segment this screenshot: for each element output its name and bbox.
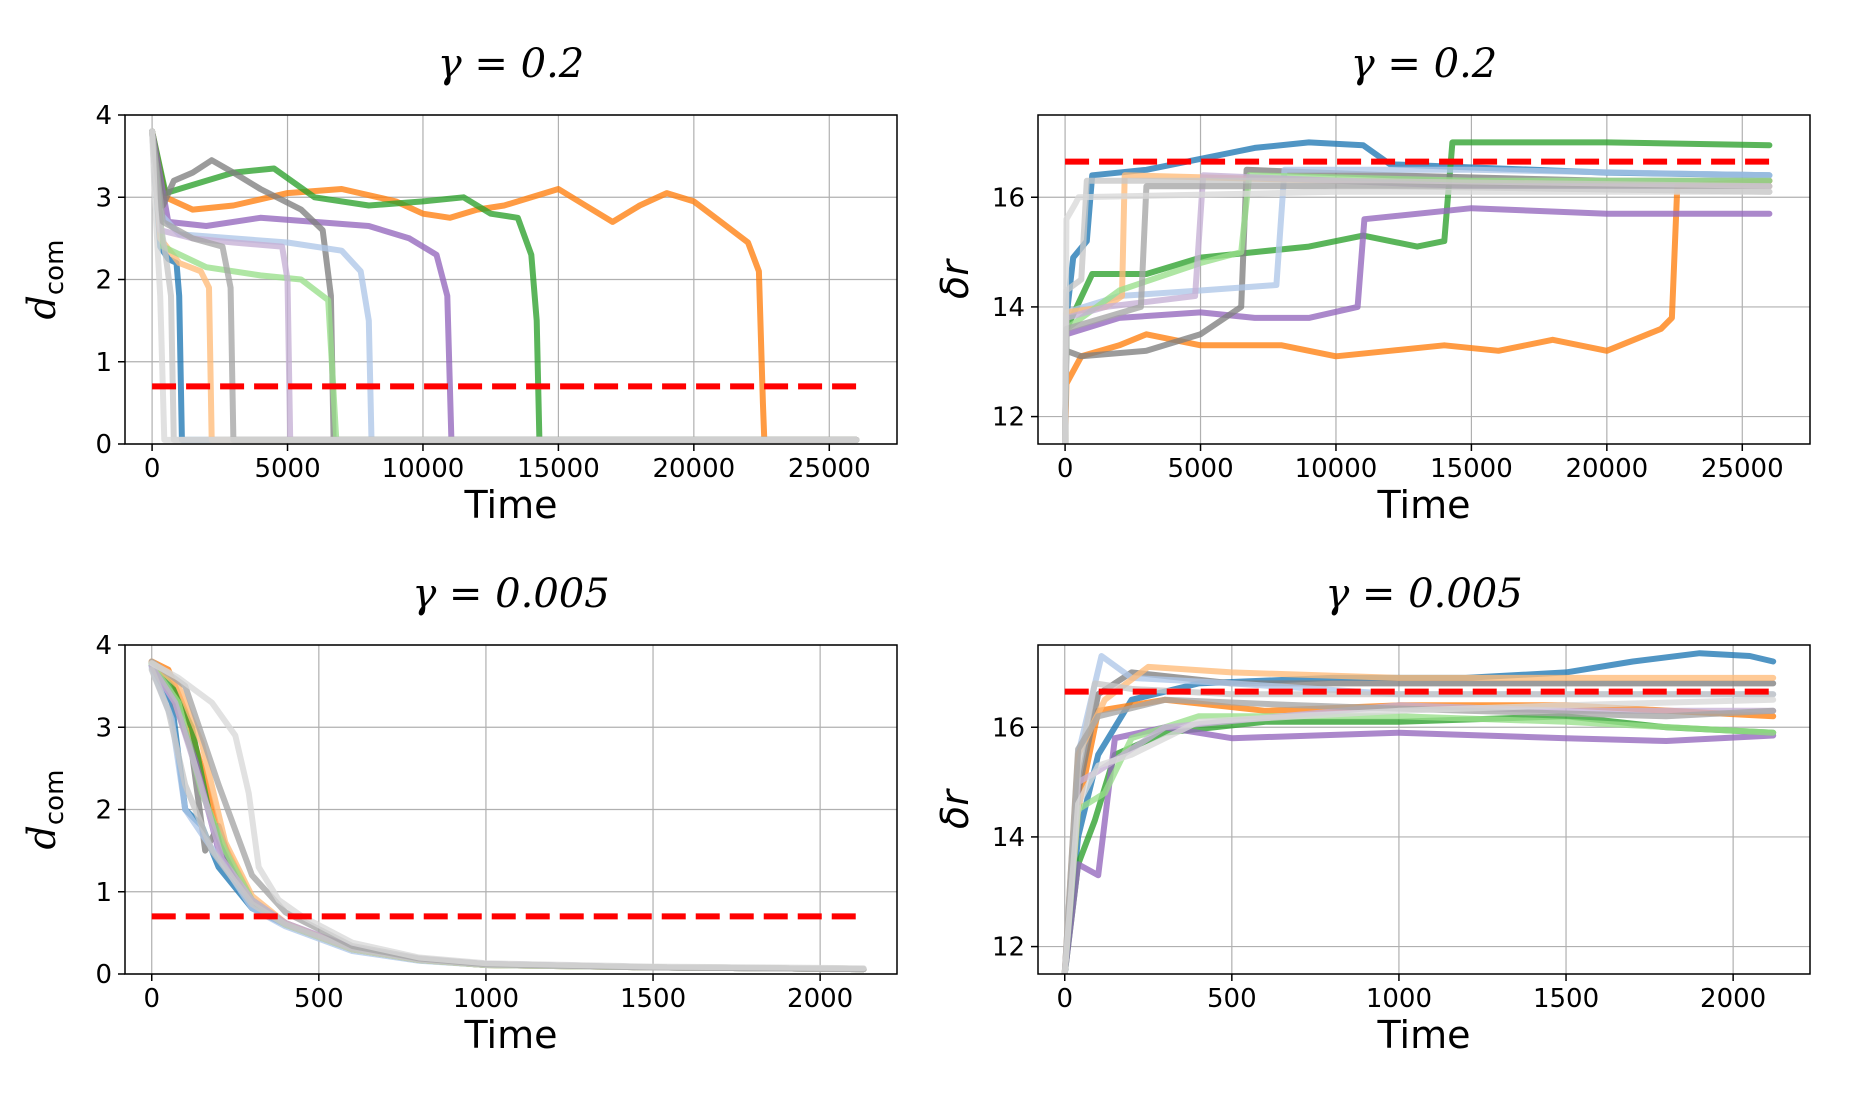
y-tick-label: 12 <box>992 933 1025 963</box>
x-tick-label: 15000 <box>1430 454 1513 484</box>
series-line-run-6 <box>148 665 867 973</box>
series-line-run-3 <box>148 660 867 973</box>
series-line-run-9 <box>149 128 860 443</box>
series-line-run-5 <box>149 128 860 443</box>
series-line-run-10 <box>148 666 867 973</box>
x-tick-label: 10000 <box>1295 454 1378 484</box>
y-tick-label: 1 <box>95 348 112 378</box>
y-axis-title: δr <box>933 788 977 829</box>
y-axis-title: dcom <box>20 240 70 320</box>
y-tick-label: 1 <box>95 878 112 908</box>
y-tick-label: 4 <box>95 101 112 131</box>
x-tick-label: 25000 <box>1701 454 1784 484</box>
x-tick-label: 15000 <box>517 454 600 484</box>
x-axis-title: Time <box>464 483 558 527</box>
series-line-run-1 <box>1062 139 1773 444</box>
series-line-run-9 <box>1061 702 1777 974</box>
series-line-run-7 <box>148 658 867 973</box>
series-group <box>1062 139 1773 444</box>
y-tick-label: 14 <box>992 293 1025 323</box>
x-tick-label: 20000 <box>652 454 735 484</box>
series-line-run-2 <box>1062 177 1773 444</box>
panel-dr-gamma-0-2: 0 5000 10000 15000 20000 25000 12 14 16 Time δr γ =… <box>933 41 1811 527</box>
x-tick-label: 0 <box>143 984 160 1014</box>
x-tick-label: 1000 <box>453 984 519 1014</box>
series-line-run-11 <box>1061 696 1777 974</box>
series-line-run-3 <box>1062 139 1773 444</box>
series-line-run-10 <box>149 128 860 443</box>
series-line-run-4 <box>148 662 867 973</box>
series-line-run-12 <box>148 660 867 972</box>
x-tick-label: 1000 <box>1366 984 1432 1014</box>
y-tick-label: 3 <box>95 183 112 213</box>
series-group <box>1061 650 1777 974</box>
x-tick-label: 2000 <box>787 984 853 1014</box>
panel-dcom-gamma-0-2: 0 5000 10000 15000 20000 25000 0 1 2 3 4 Time dcom γ … <box>20 41 898 527</box>
y-axis-title: dcom <box>20 770 70 850</box>
series-line-run-8 <box>149 128 860 443</box>
series-line-run-2 <box>148 658 867 973</box>
x-tick-label: 0 <box>1056 984 1073 1014</box>
x-tick-label: 0 <box>1057 454 1074 484</box>
x-tick-label: 1500 <box>620 984 686 1014</box>
series-line-run-2 <box>149 128 860 443</box>
x-tick-label: 20000 <box>1565 454 1648 484</box>
series-line-run-1 <box>148 662 867 973</box>
y-tick-label: 2 <box>95 796 112 826</box>
x-tick-label: 1500 <box>1533 984 1599 1014</box>
series-line-run-12 <box>149 128 860 443</box>
x-axis-title: Time <box>464 1013 558 1057</box>
x-tick-label: 500 <box>1207 984 1257 1014</box>
y-tick-label: 16 <box>992 713 1025 743</box>
series-line-run-1 <box>149 128 860 443</box>
series-line-run-11 <box>148 658 867 973</box>
series-line-run-5 <box>148 660 867 973</box>
x-tick-label: 2000 <box>1700 984 1766 1014</box>
panel-dr-gamma-0-005: 0 500 1000 1500 2000 12 14 16 Time δr γ = 0.005 <box>933 571 1811 1057</box>
x-tick-label: 0 <box>144 454 161 484</box>
y-tick-label: 0 <box>95 960 112 990</box>
y-tick-label: 2 <box>95 266 112 296</box>
series-line-run-12 <box>1062 188 1773 444</box>
y-tick-label: 4 <box>95 631 112 661</box>
x-tick-label: 5000 <box>254 454 320 484</box>
series-line-run-8 <box>1061 713 1777 974</box>
series-line-run-12 <box>1061 696 1777 974</box>
series-line-run-7 <box>149 128 860 443</box>
panel-title: γ = 0.2 <box>1351 41 1497 87</box>
x-tick-label: 25000 <box>788 454 871 484</box>
y-tick-label: 16 <box>992 183 1025 213</box>
series-line-run-4 <box>1062 205 1773 444</box>
series-line-run-11 <box>149 128 860 443</box>
panel-title: γ = 0.005 <box>412 571 609 617</box>
y-axis-title: δr <box>933 258 977 299</box>
panel-title: γ = 0.2 <box>438 41 584 87</box>
x-tick-label: 5000 <box>1167 454 1233 484</box>
series-line-run-6 <box>149 128 860 443</box>
series-line-run-4 <box>1061 724 1777 974</box>
series-line-run-8 <box>148 661 867 973</box>
y-tick-label: 0 <box>95 430 112 460</box>
axes-frame <box>1037 114 1811 445</box>
x-axis-title: Time <box>1377 483 1471 527</box>
panel-title: γ = 0.005 <box>1325 571 1522 617</box>
axes-frame <box>1037 644 1811 975</box>
y-tick-label: 3 <box>95 713 112 743</box>
series-line-run-9 <box>148 663 867 973</box>
x-tick-label: 10000 <box>382 454 465 484</box>
series-line-run-4 <box>149 128 860 443</box>
series-group <box>148 658 867 973</box>
series-group <box>149 128 860 443</box>
x-axis-title: Time <box>1377 1013 1471 1057</box>
series-line-run-3 <box>149 128 860 443</box>
y-tick-label: 14 <box>992 823 1025 853</box>
y-tick-label: 12 <box>992 403 1025 433</box>
series-line-run-3 <box>1061 713 1777 974</box>
x-tick-label: 500 <box>294 984 344 1014</box>
panel-dcom-gamma-0-005: 0 500 1000 1500 2000 0 1 2 3 4 Time dcom γ = 0.005 <box>20 571 898 1057</box>
